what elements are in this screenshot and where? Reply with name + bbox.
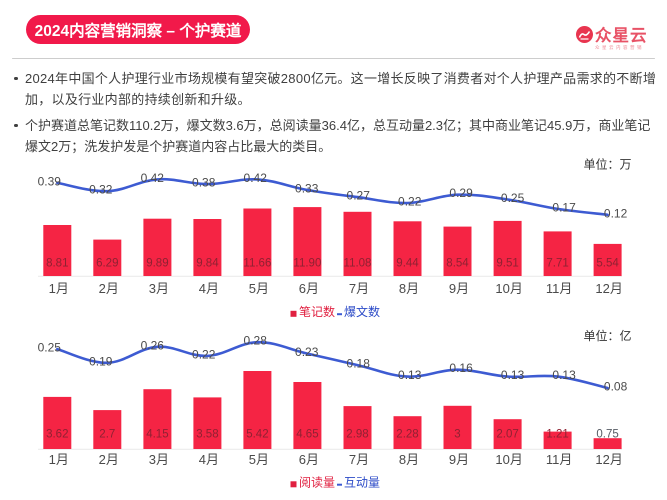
svg-text:1月: 1月 bbox=[49, 281, 69, 296]
svg-text:0.17: 0.17 bbox=[552, 200, 576, 214]
svg-text:1.21: 1.21 bbox=[546, 429, 568, 441]
svg-text:0.26: 0.26 bbox=[141, 338, 165, 352]
svg-text:8.81: 8.81 bbox=[46, 258, 68, 270]
svg-text:4月: 4月 bbox=[199, 452, 219, 467]
svg-text:6.29: 6.29 bbox=[96, 258, 118, 270]
svg-text:11.66: 11.66 bbox=[243, 258, 271, 270]
svg-text:0.18: 0.18 bbox=[347, 357, 371, 371]
svg-text:0.33: 0.33 bbox=[295, 182, 319, 196]
svg-text:3月: 3月 bbox=[149, 452, 169, 467]
svg-text:11.08: 11.08 bbox=[344, 258, 372, 270]
svg-text:11.90: 11.90 bbox=[293, 258, 321, 270]
svg-text:3月: 3月 bbox=[149, 281, 169, 296]
svg-text:0.16: 0.16 bbox=[449, 361, 473, 375]
svg-text:5月: 5月 bbox=[249, 281, 269, 296]
svg-text:12月: 12月 bbox=[595, 452, 622, 467]
svg-text:单位：万: 单位：万 bbox=[584, 157, 632, 172]
svg-text:6月: 6月 bbox=[299, 281, 319, 296]
svg-text:2.7: 2.7 bbox=[99, 429, 115, 441]
svg-text:7.71: 7.71 bbox=[546, 258, 568, 270]
svg-text:3.58: 3.58 bbox=[196, 429, 218, 441]
svg-text:7月: 7月 bbox=[349, 281, 369, 296]
svg-text:0.13: 0.13 bbox=[398, 368, 422, 382]
svg-text:1月: 1月 bbox=[49, 452, 69, 467]
svg-text:9.89: 9.89 bbox=[146, 258, 168, 270]
svg-text:5月: 5月 bbox=[249, 452, 269, 467]
svg-text:阅读量: 阅读量 bbox=[299, 476, 335, 490]
svg-text:9.44: 9.44 bbox=[396, 258, 419, 270]
svg-text:2.98: 2.98 bbox=[346, 429, 368, 441]
svg-text:0.22: 0.22 bbox=[192, 347, 216, 361]
svg-text:9月: 9月 bbox=[449, 452, 469, 467]
svg-text:7月: 7月 bbox=[349, 452, 369, 467]
svg-text:11月: 11月 bbox=[546, 281, 573, 296]
svg-text:2.28: 2.28 bbox=[396, 429, 418, 441]
svg-text:0.19: 0.19 bbox=[89, 354, 113, 368]
svg-text:笔记数: 笔记数 bbox=[299, 304, 335, 319]
svg-text:3: 3 bbox=[454, 429, 460, 441]
svg-text:0.38: 0.38 bbox=[192, 176, 216, 190]
svg-text:4月: 4月 bbox=[199, 281, 219, 296]
svg-text:4.65: 4.65 bbox=[296, 429, 318, 441]
svg-text:8月: 8月 bbox=[399, 452, 419, 467]
svg-text:0.13: 0.13 bbox=[501, 368, 525, 382]
svg-text:0.42: 0.42 bbox=[244, 171, 268, 185]
svg-text:0.22: 0.22 bbox=[398, 195, 422, 209]
svg-text:3.62: 3.62 bbox=[46, 429, 68, 441]
svg-text:9月: 9月 bbox=[449, 281, 469, 296]
svg-text:2月: 2月 bbox=[99, 452, 119, 467]
svg-text:2月: 2月 bbox=[99, 281, 119, 296]
svg-text:4.15: 4.15 bbox=[146, 429, 168, 441]
svg-text:9.84: 9.84 bbox=[196, 258, 219, 270]
svg-text:0.08: 0.08 bbox=[604, 380, 628, 394]
svg-text:0.28: 0.28 bbox=[244, 334, 268, 348]
svg-text:0.12: 0.12 bbox=[604, 206, 628, 220]
svg-text:0.27: 0.27 bbox=[347, 189, 371, 203]
svg-text:0.39: 0.39 bbox=[38, 174, 62, 188]
svg-text:0.32: 0.32 bbox=[89, 183, 113, 197]
svg-text:爆文数: 爆文数 bbox=[344, 304, 380, 319]
svg-text:0.25: 0.25 bbox=[38, 341, 62, 355]
svg-text:8月: 8月 bbox=[399, 281, 419, 296]
svg-text:0.23: 0.23 bbox=[295, 345, 319, 359]
svg-text:10月: 10月 bbox=[495, 281, 522, 296]
svg-text:10月: 10月 bbox=[495, 452, 522, 467]
svg-text:5.54: 5.54 bbox=[596, 258, 619, 270]
svg-text:0.75: 0.75 bbox=[596, 429, 618, 441]
svg-text:6月: 6月 bbox=[299, 452, 319, 467]
svg-text:2.07: 2.07 bbox=[496, 429, 518, 441]
svg-text:0.25: 0.25 bbox=[501, 191, 525, 205]
svg-text:0.13: 0.13 bbox=[552, 368, 576, 382]
svg-text:0.42: 0.42 bbox=[141, 171, 165, 185]
svg-text:单位：亿: 单位：亿 bbox=[584, 328, 632, 343]
svg-text:9.51: 9.51 bbox=[496, 258, 518, 270]
svg-text:11月: 11月 bbox=[546, 452, 573, 467]
svg-text:互动量: 互动量 bbox=[344, 476, 380, 490]
svg-text:0.29: 0.29 bbox=[449, 186, 473, 200]
svg-text:12月: 12月 bbox=[595, 281, 622, 296]
svg-text:8.54: 8.54 bbox=[446, 258, 469, 270]
svg-text:5.42: 5.42 bbox=[246, 429, 268, 441]
